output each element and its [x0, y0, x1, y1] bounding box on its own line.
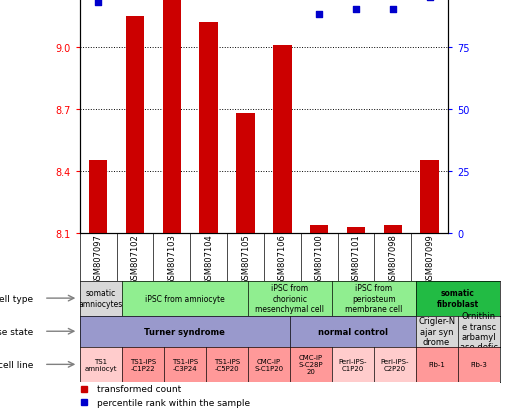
Text: cell line: cell line — [0, 360, 33, 369]
Bar — [273, 45, 291, 233]
Text: somatic
amniocytes: somatic amniocytes — [79, 289, 123, 308]
Text: Peri-iPS-
C1P20: Peri-iPS- C1P20 — [338, 358, 367, 371]
Text: GSM807098: GSM807098 — [388, 233, 397, 284]
Text: GSM807097: GSM807097 — [94, 233, 102, 284]
Text: iPSC from
periosteum
membrane cell: iPSC from periosteum membrane cell — [345, 284, 402, 313]
Text: percentile rank within the sample: percentile rank within the sample — [97, 398, 250, 407]
Point — [389, 7, 397, 14]
Text: GSM807106: GSM807106 — [278, 233, 287, 284]
Text: TS1-iPS
-C1P22: TS1-iPS -C1P22 — [130, 358, 156, 371]
Text: GSM807103: GSM807103 — [167, 233, 176, 284]
Text: cell type: cell type — [0, 294, 33, 303]
Point — [315, 12, 323, 19]
Point — [94, 0, 102, 6]
Bar — [310, 225, 329, 233]
Text: normal control: normal control — [318, 327, 388, 336]
Text: Fib-3: Fib-3 — [470, 361, 487, 368]
Text: GSM807100: GSM807100 — [315, 233, 323, 284]
Text: disease state: disease state — [0, 327, 33, 336]
Text: Turner syndrome: Turner syndrome — [144, 327, 225, 336]
Bar — [89, 161, 108, 233]
Bar — [420, 161, 439, 233]
Text: iPSC from amniocyte: iPSC from amniocyte — [145, 294, 225, 303]
Bar — [236, 114, 255, 233]
Text: TS1
amniocyt: TS1 amniocyt — [84, 358, 117, 371]
Text: Crigler-N
ajar syn
drome: Crigler-N ajar syn drome — [418, 317, 455, 346]
Bar — [347, 227, 365, 233]
Text: Peri-iPS-
C2P20: Peri-iPS- C2P20 — [381, 358, 409, 371]
Text: CMC-iP
S-C1P20: CMC-iP S-C1P20 — [254, 358, 283, 371]
Bar — [384, 225, 402, 233]
Text: GSM807101: GSM807101 — [352, 233, 360, 284]
Point — [425, 0, 434, 1]
Text: Ornithin
e transc
arbamyl
ase defic: Ornithin e transc arbamyl ase defic — [459, 311, 497, 351]
Text: somatic
fibroblast: somatic fibroblast — [437, 289, 478, 308]
Text: Fib-1: Fib-1 — [428, 361, 445, 368]
Bar — [126, 17, 144, 233]
Text: TS1-iPS
-C5P20: TS1-iPS -C5P20 — [214, 358, 240, 371]
Point — [352, 7, 360, 14]
Bar — [163, 0, 181, 233]
Text: TS1-iPS
-C3P24: TS1-iPS -C3P24 — [171, 358, 198, 371]
Text: transformed count: transformed count — [97, 384, 181, 393]
Text: CMC-iP
S-C28P
20: CMC-iP S-C28P 20 — [298, 354, 323, 375]
Text: GSM807105: GSM807105 — [241, 233, 250, 284]
Text: GSM807104: GSM807104 — [204, 233, 213, 284]
Text: GSM807099: GSM807099 — [425, 233, 434, 284]
Text: GSM807102: GSM807102 — [131, 233, 140, 284]
Bar — [199, 23, 218, 233]
Text: iPSC from
chorionic
mesenchymal cell: iPSC from chorionic mesenchymal cell — [255, 284, 324, 313]
